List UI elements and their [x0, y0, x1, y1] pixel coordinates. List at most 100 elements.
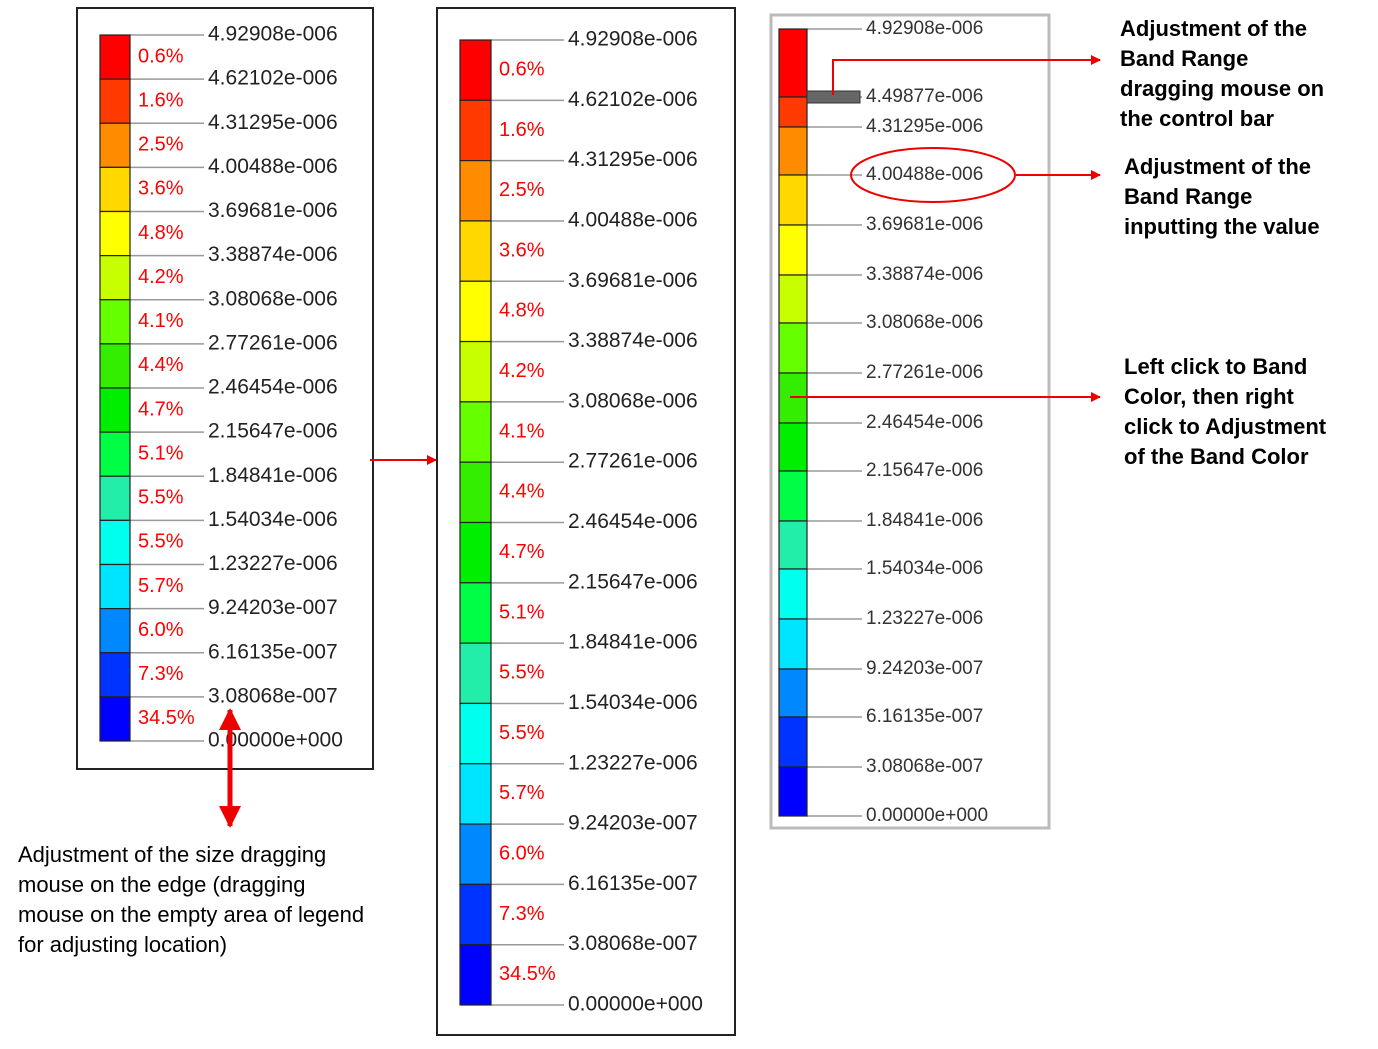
band[interactable] — [459, 642, 492, 705]
band[interactable] — [99, 696, 131, 742]
band-label: 2.46454e-006 — [568, 510, 698, 533]
band-label: 9.24203e-007 — [866, 658, 983, 679]
band[interactable] — [459, 280, 492, 343]
band[interactable] — [778, 174, 808, 226]
annotation-line: Color, then right — [1124, 384, 1295, 409]
band-label: 4.31295e-006 — [208, 111, 338, 134]
band[interactable] — [99, 519, 131, 566]
band-label: 3.38874e-006 — [568, 329, 698, 352]
band[interactable] — [99, 431, 131, 477]
band[interactable] — [778, 618, 808, 670]
band[interactable] — [99, 652, 131, 698]
band-label: 4.49877e-006 — [866, 86, 983, 107]
band[interactable] — [778, 322, 808, 374]
band[interactable] — [459, 401, 492, 463]
band[interactable] — [459, 39, 492, 101]
band-percent: 5.5% — [138, 487, 184, 509]
band-label: 3.69681e-006 — [568, 269, 698, 292]
band[interactable] — [778, 224, 808, 276]
band[interactable] — [778, 716, 808, 768]
band[interactable] — [459, 160, 492, 222]
band-label: 6.16135e-007 — [208, 640, 338, 663]
band-label: 3.08068e-006 — [208, 287, 338, 310]
band[interactable] — [459, 340, 492, 403]
band[interactable] — [99, 608, 131, 654]
band-percent: 4.4% — [499, 481, 545, 503]
band[interactable] — [99, 299, 131, 345]
annotation-line: Adjustment of the — [1120, 16, 1307, 41]
band[interactable] — [778, 28, 808, 98]
band-percent: 7.3% — [138, 663, 184, 685]
band[interactable] — [99, 122, 131, 168]
band[interactable] — [459, 461, 492, 524]
band[interactable] — [778, 274, 808, 324]
band-percent: 5.1% — [138, 442, 184, 464]
annotations: Adjustment of the size dragging mouse on … — [18, 16, 1327, 957]
band[interactable] — [99, 563, 131, 610]
arrow — [832, 55, 1101, 95]
band-label: 2.15647e-006 — [568, 570, 698, 593]
band-label: 4.00488e-006 — [208, 155, 338, 178]
band[interactable] — [459, 763, 492, 825]
annotation-line: mouse on the empty area of legend — [18, 902, 364, 927]
band-percent: 5.1% — [499, 601, 545, 623]
band[interactable] — [778, 126, 808, 176]
band[interactable] — [99, 475, 131, 521]
band[interactable] — [778, 96, 808, 128]
band[interactable] — [778, 470, 808, 522]
band-label: 1.84841e-006 — [866, 510, 983, 531]
band[interactable] — [459, 702, 492, 765]
band[interactable] — [99, 34, 131, 80]
band-label: 1.84841e-006 — [208, 464, 338, 487]
band-percent: 3.6% — [499, 239, 545, 261]
legend-frame[interactable] — [769, 13, 1051, 830]
band-percent: 4.2% — [499, 360, 545, 382]
band-label: 2.77261e-006 — [208, 331, 338, 354]
band[interactable] — [778, 568, 808, 620]
band[interactable] — [459, 823, 492, 885]
band[interactable] — [459, 220, 492, 282]
band-percent: 4.8% — [499, 300, 545, 322]
band[interactable] — [778, 520, 808, 570]
legend: 4.92908e-006 4.49877e-006 4.31295e-006 4.00… — [778, 18, 988, 826]
band-label: 4.00488e-006 — [866, 164, 983, 185]
band[interactable] — [99, 255, 131, 301]
band-label: 6.16135e-007 — [866, 706, 983, 727]
band[interactable] — [459, 883, 492, 946]
band-label: 1.23227e-006 — [866, 608, 983, 629]
band-label: 1.54034e-006 — [568, 691, 698, 714]
band-percent: 6.0% — [499, 843, 545, 865]
highlight-ellipse — [850, 147, 1016, 203]
band-label: 2.77261e-006 — [568, 450, 698, 473]
band-label: 4.92908e-006 — [568, 28, 698, 51]
band[interactable] — [99, 166, 131, 213]
band-label: 0.00000e+000 — [866, 805, 988, 826]
band[interactable] — [459, 521, 492, 584]
band-percent: 4.8% — [138, 222, 184, 244]
band[interactable] — [778, 766, 808, 817]
band[interactable] — [99, 78, 131, 124]
band[interactable] — [778, 422, 808, 472]
band-label: 3.69681e-006 — [208, 199, 338, 222]
band-percent: 5.7% — [138, 575, 184, 597]
band-label: 4.62102e-006 — [568, 88, 698, 111]
band[interactable] — [778, 668, 808, 718]
band-percent: 1.6% — [138, 89, 184, 111]
band[interactable] — [459, 944, 492, 1006]
band-label: 2.46454e-006 — [866, 412, 983, 433]
band[interactable] — [99, 210, 131, 257]
band[interactable] — [459, 582, 492, 644]
band-percent: 6.0% — [138, 619, 184, 641]
band-percent: 1.6% — [499, 119, 545, 141]
band-label: 3.69681e-006 — [866, 214, 983, 235]
band-label: 4.31295e-006 — [866, 116, 983, 137]
band[interactable] — [99, 387, 131, 433]
band[interactable] — [99, 343, 131, 389]
band-label: 4.00488e-006 — [568, 208, 698, 231]
band-percent: 2.5% — [138, 134, 184, 156]
band-percent: 4.4% — [138, 354, 184, 376]
band-percent: 2.5% — [499, 179, 545, 201]
band[interactable] — [459, 99, 492, 162]
band-percent: 4.1% — [138, 310, 184, 332]
band-label: 0.00000e+000 — [568, 993, 703, 1016]
